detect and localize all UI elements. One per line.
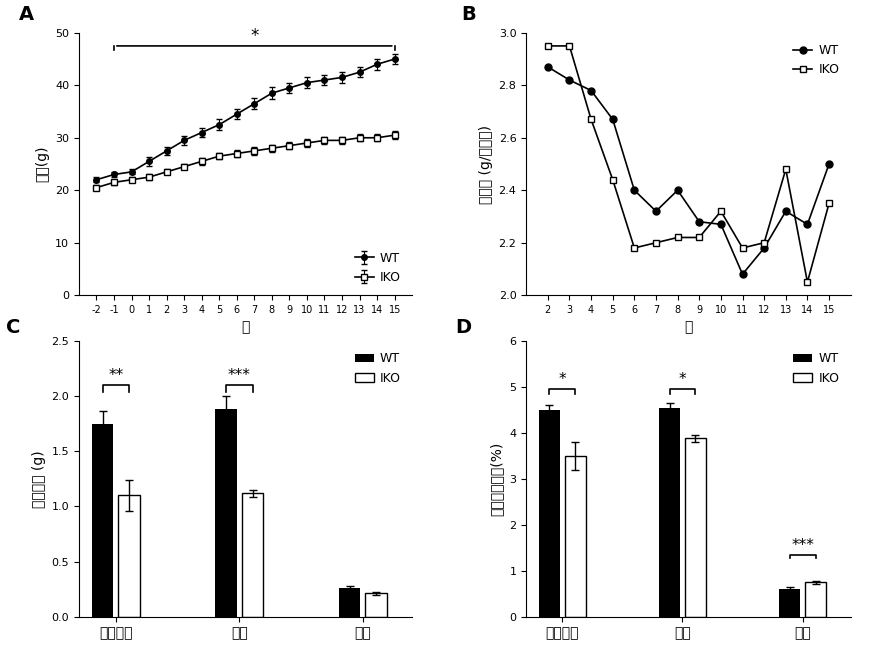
- Y-axis label: 组织体重占比(%): 组织体重占比(%): [489, 441, 503, 516]
- WT: [716, 220, 726, 228]
- WT: [629, 186, 639, 194]
- Bar: [118, 495, 140, 617]
- WT: [738, 270, 748, 278]
- Bar: [805, 583, 826, 617]
- Bar: [779, 589, 800, 617]
- Bar: [366, 594, 387, 617]
- Line: IKO: IKO: [545, 43, 832, 285]
- IKO: [738, 244, 748, 252]
- Text: D: D: [455, 318, 471, 337]
- Bar: [339, 588, 360, 617]
- IKO: [651, 239, 661, 247]
- WT: [651, 207, 661, 215]
- WT: [586, 87, 596, 94]
- Bar: [538, 410, 560, 617]
- Bar: [92, 424, 113, 617]
- WT: [694, 218, 704, 226]
- WT: [564, 76, 574, 84]
- Text: **: **: [109, 367, 124, 382]
- IKO: [824, 199, 834, 207]
- Bar: [242, 493, 263, 617]
- IKO: [629, 244, 639, 252]
- Legend: WT, IKO: WT, IKO: [788, 39, 845, 81]
- IKO: [543, 42, 553, 50]
- IKO: [673, 234, 683, 241]
- Text: *: *: [679, 373, 686, 388]
- IKO: [716, 207, 726, 215]
- WT: [608, 115, 618, 123]
- WT: [673, 186, 683, 194]
- WT: [759, 244, 769, 252]
- Legend: WT, IKO: WT, IKO: [788, 348, 845, 390]
- Text: *: *: [250, 27, 259, 45]
- IKO: [564, 42, 574, 50]
- Bar: [216, 409, 237, 617]
- X-axis label: 周: 周: [241, 321, 250, 335]
- Legend: WT, IKO: WT, IKO: [350, 348, 406, 390]
- Y-axis label: 摄食量 (g/只小鼠): 摄食量 (g/只小鼠): [479, 125, 493, 203]
- WT: [802, 220, 813, 228]
- Bar: [659, 407, 680, 617]
- IKO: [586, 115, 596, 123]
- IKO: [608, 176, 618, 184]
- Text: ***: ***: [791, 538, 814, 553]
- IKO: [759, 239, 769, 247]
- IKO: [781, 165, 791, 173]
- Y-axis label: 组织湿重 (g): 组织湿重 (g): [32, 450, 46, 508]
- Y-axis label: 体重(g): 体重(g): [36, 146, 49, 182]
- Legend: WT, IKO: WT, IKO: [350, 247, 406, 289]
- WT: [781, 207, 791, 215]
- Bar: [565, 456, 586, 617]
- Line: WT: WT: [545, 64, 832, 277]
- Text: B: B: [461, 5, 476, 24]
- X-axis label: 周: 周: [684, 321, 693, 335]
- Text: ***: ***: [228, 367, 251, 382]
- Text: A: A: [19, 5, 34, 24]
- Text: *: *: [559, 373, 566, 388]
- IKO: [802, 278, 813, 286]
- IKO: [694, 234, 704, 241]
- Text: C: C: [5, 318, 20, 337]
- Bar: [685, 438, 706, 617]
- WT: [824, 160, 834, 168]
- WT: [543, 63, 553, 71]
